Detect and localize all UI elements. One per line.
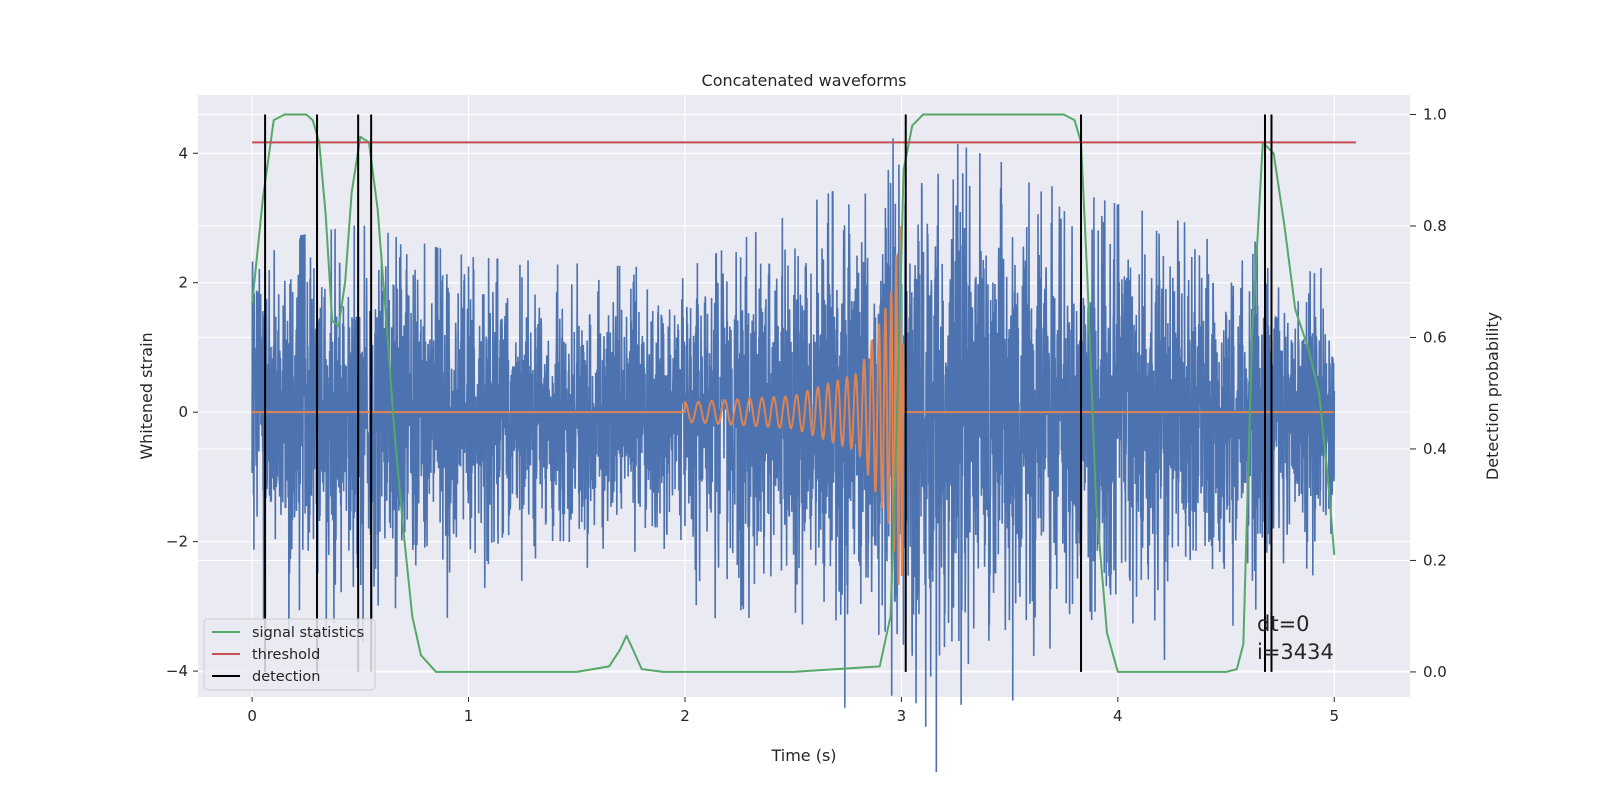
y-right-tick-label: 0.4 — [1423, 440, 1447, 458]
y-right-tick-label: 0.6 — [1423, 328, 1447, 346]
x-tick-label: 5 — [1329, 707, 1339, 725]
x-tick-label: 3 — [897, 707, 907, 725]
legend-box — [203, 618, 376, 691]
y-tick-label: −2 — [166, 533, 188, 551]
waveform-series — [252, 226, 1335, 586]
y-tick-label: 2 — [178, 274, 188, 292]
ticks: 0 1 2 3 4 5 −4 −2 0 2 4 0.0 0.2 0.4 0.6 0.8 1.0 — [166, 106, 1447, 725]
y-right-tick-label: 0.2 — [1423, 551, 1447, 569]
legend-label: signal statistics — [252, 625, 364, 641]
y-axis-label: Whitened strain — [137, 332, 156, 459]
x-tick-label: 4 — [1113, 707, 1123, 725]
y-right-tick-label: 0.8 — [1423, 217, 1447, 235]
x-axis-label: Time (s) — [770, 746, 836, 765]
y-right-tick-label: 0.0 — [1423, 663, 1447, 681]
series-layer — [251, 113, 1356, 773]
y-tick-label: 4 — [178, 144, 188, 162]
y-axis-right-label: Detection probability — [1483, 312, 1502, 480]
legend: signal statistics threshold detection — [203, 618, 376, 691]
annotation-i: i=3434 — [1257, 640, 1334, 664]
noise-series — [251, 138, 1336, 773]
legend-label: threshold — [252, 647, 320, 663]
signal-statistics-line — [251, 113, 1336, 673]
x-tick-label: 1 — [464, 707, 474, 725]
x-tick-label: 0 — [247, 707, 257, 725]
x-tick-label: 2 — [680, 707, 690, 725]
legend-label: detection — [252, 669, 320, 685]
chart-title: Concatenated waveforms — [702, 71, 907, 90]
y-tick-label: −4 — [166, 662, 188, 680]
y-tick-label: 0 — [178, 403, 188, 421]
annotation-dt: dt=0 — [1257, 612, 1310, 636]
y-right-tick-label: 1.0 — [1423, 106, 1447, 124]
